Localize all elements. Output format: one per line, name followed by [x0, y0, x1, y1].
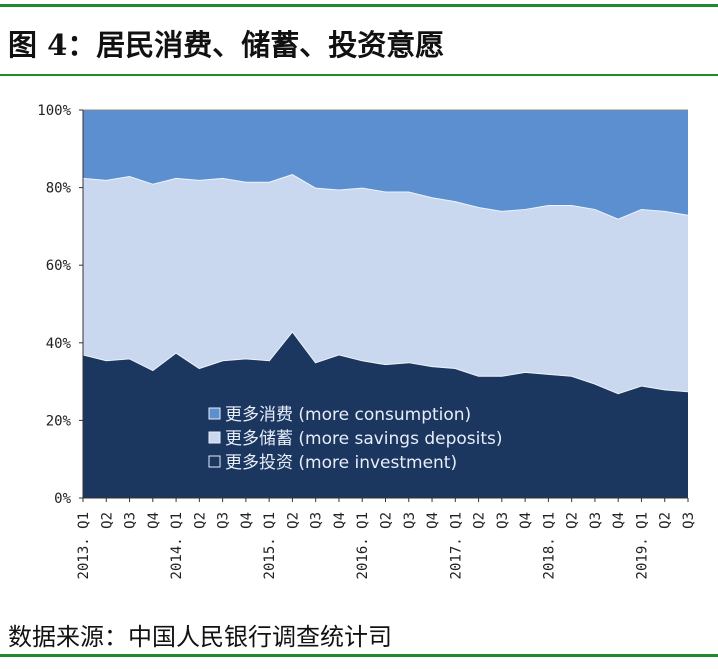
x-tick-label: Q2	[99, 512, 115, 529]
legend-marker-1	[208, 431, 221, 444]
legend-marker-0	[208, 407, 221, 420]
title-rule	[0, 74, 718, 76]
x-tick-label: 2016. Q1	[355, 512, 371, 579]
x-tick-label: 2014. Q1	[169, 512, 185, 579]
figure-title: 图 4：居民消费、储蓄、投资意愿	[8, 28, 445, 62]
x-tick-label: Q3	[588, 512, 604, 529]
x-tick-label: 2018. Q1	[541, 512, 557, 579]
x-tick-label: Q3	[681, 512, 697, 529]
x-tick-label: Q4	[425, 512, 441, 529]
y-tick-label: 0%	[54, 491, 71, 507]
x-tick-label: 2019. Q1	[634, 512, 650, 579]
source-note: 数据来源：中国人民银行调查统计司	[8, 623, 392, 651]
x-tick-label: Q2	[472, 512, 488, 529]
x-tick-label: Q2	[379, 512, 395, 529]
y-tick-label: 100%	[37, 103, 71, 119]
bottom-rule	[0, 654, 718, 657]
x-tick-label: 2013. Q1	[76, 512, 92, 579]
x-tick-label: Q4	[518, 512, 534, 529]
x-tick-label: Q4	[611, 512, 627, 529]
x-tick-label: Q3	[216, 512, 232, 529]
y-tick-label: 60%	[46, 258, 72, 274]
x-tick-label: Q2	[658, 512, 674, 529]
x-tick-label: Q4	[239, 512, 255, 529]
x-tick-label: Q4	[332, 512, 348, 529]
area-series-2	[83, 110, 688, 219]
legend-label-1: 更多储蓄 (more savings deposits)	[225, 429, 503, 449]
x-tick-label: Q3	[123, 512, 139, 529]
x-tick-label: Q3	[495, 512, 511, 529]
x-tick-label: Q2	[285, 512, 301, 529]
legend-label-0: 更多消费 (more consumption)	[225, 405, 471, 425]
x-tick-label: Q2	[565, 512, 581, 529]
x-tick-label: Q2	[192, 512, 208, 529]
y-tick-label: 40%	[46, 336, 72, 352]
x-tick-label: 2015. Q1	[262, 512, 278, 579]
legend-label-2: 更多投资 (more investment)	[225, 453, 457, 473]
x-tick-label: 2017. Q1	[448, 512, 464, 579]
x-tick-label: Q4	[146, 512, 162, 529]
top-rule	[0, 4, 718, 7]
y-tick-label: 80%	[46, 181, 72, 197]
legend-marker-2	[208, 455, 221, 468]
y-tick-label: 20%	[46, 413, 72, 429]
x-tick-label: Q3	[309, 512, 325, 529]
x-tick-label: Q3	[402, 512, 418, 529]
area-series-1	[83, 174, 688, 394]
